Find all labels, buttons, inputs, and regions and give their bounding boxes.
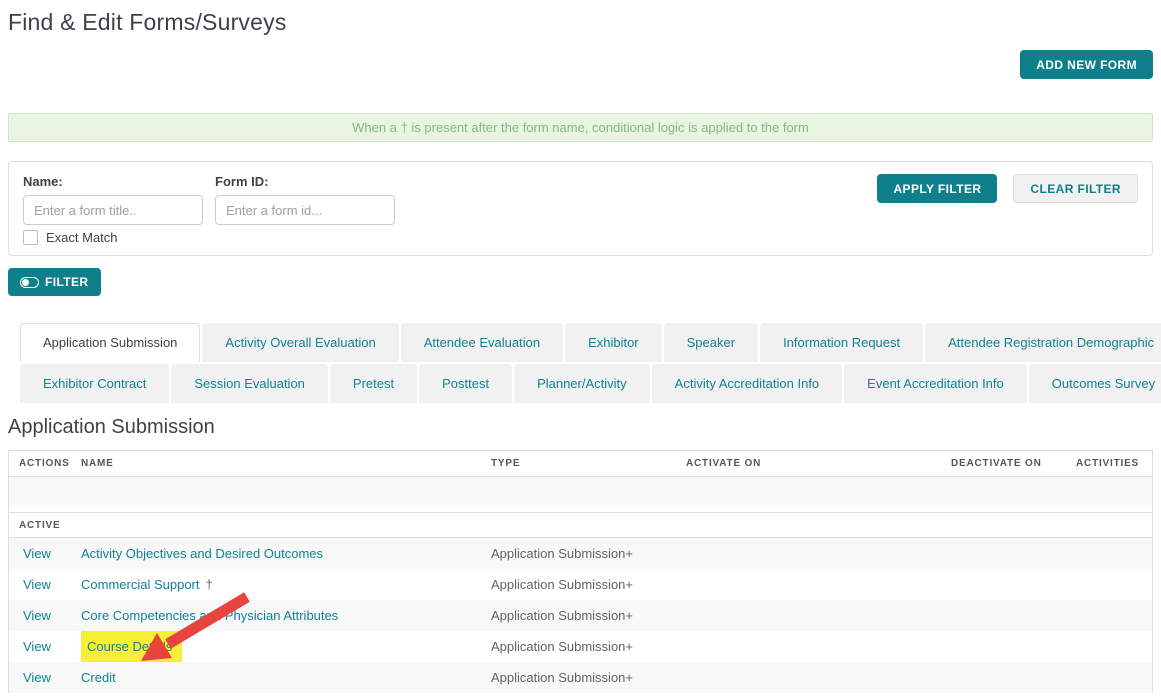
form-name-link[interactable]: Activity Objectives and Desired Outcomes bbox=[81, 546, 324, 561]
form-id-label: Form ID: bbox=[215, 174, 269, 189]
column-header: NAME bbox=[81, 458, 114, 469]
tab-row-2: Exhibitor Contract Session Evaluation Pr… bbox=[20, 364, 1161, 403]
tab[interactable]: Pretest bbox=[329, 364, 418, 403]
table-row: View Course Details Application Submissi… bbox=[9, 631, 1152, 662]
tab[interactable]: Activity Accreditation Info bbox=[651, 364, 843, 403]
form-name-link[interactable]: Credit bbox=[81, 670, 116, 685]
form-name-link[interactable]: Core Competencies and Physician Attribut… bbox=[81, 608, 339, 623]
table-header-row: ACTIONS NAME TYPE ACTIVATE ON DEACTIVATE… bbox=[9, 451, 1152, 477]
exact-match-label: Exact Match bbox=[46, 230, 118, 245]
section-title: Application Submission bbox=[8, 416, 215, 438]
form-type: Application Submission+ bbox=[491, 639, 633, 654]
exact-match-checkbox[interactable] bbox=[23, 230, 38, 245]
view-link[interactable]: View bbox=[23, 546, 51, 561]
table-row: View Core Competencies and Physician Att… bbox=[9, 600, 1152, 631]
form-type: Application Submission+ bbox=[491, 608, 633, 623]
table-row: View Activity Objectives and Desired Out… bbox=[9, 538, 1152, 569]
tab-bar: Application Submission Activity Overall … bbox=[8, 323, 1161, 403]
tab[interactable]: Attendee Registration Demographic bbox=[925, 323, 1161, 362]
group-label: ACTIVE bbox=[19, 519, 61, 531]
form-id-field-group: Form ID: bbox=[215, 174, 395, 245]
tab[interactable]: Attendee Evaluation bbox=[400, 323, 564, 362]
tab-row-1: Application Submission Activity Overall … bbox=[20, 323, 1161, 362]
view-link[interactable]: View bbox=[23, 577, 51, 592]
column-header: ACTIONS bbox=[19, 458, 70, 469]
table-body: View Activity Objectives and Desired Out… bbox=[9, 538, 1152, 693]
tab[interactable]: Planner/Activity bbox=[514, 364, 650, 403]
row-spacer bbox=[9, 505, 1152, 512]
form-name-link[interactable]: Course Details bbox=[81, 631, 183, 662]
name-field-group: Name: Exact Match bbox=[23, 174, 203, 245]
view-link[interactable]: View bbox=[23, 608, 51, 623]
name-input[interactable] bbox=[23, 195, 203, 225]
tab[interactable]: Outcomes Survey bbox=[1028, 364, 1161, 403]
column-header: DEACTIVATE ON bbox=[951, 458, 1042, 469]
column-header: ACTIVITIES bbox=[1076, 458, 1140, 469]
table-row: View Commercial Support † Application Sub… bbox=[9, 569, 1152, 600]
tab[interactable]: Event Accreditation Info bbox=[844, 364, 1027, 403]
tab[interactable]: Application Submission bbox=[20, 323, 201, 362]
form-name-link[interactable]: Commercial Support bbox=[81, 577, 200, 592]
view-link[interactable]: View bbox=[23, 639, 51, 654]
column-header: TYPE bbox=[491, 458, 521, 469]
filter-toggle-button[interactable]: FILTER bbox=[8, 268, 101, 296]
filter-toggle-label: FILTER bbox=[45, 275, 89, 289]
tab[interactable]: Activity Overall Evaluation bbox=[202, 323, 399, 362]
tab[interactable]: Speaker bbox=[663, 323, 759, 362]
tab[interactable]: Exhibitor Contract bbox=[20, 364, 170, 403]
tab[interactable]: Session Evaluation bbox=[171, 364, 328, 403]
group-row-active: ACTIVE bbox=[9, 512, 1152, 538]
tab[interactable]: Posttest bbox=[419, 364, 513, 403]
apply-filter-button[interactable]: APPLY FILTER bbox=[877, 174, 998, 203]
clear-filter-button[interactable]: CLEAR FILTER bbox=[1013, 174, 1138, 203]
column-header: ACTIVATE ON bbox=[686, 458, 762, 469]
filter-panel: Name: Exact Match Form ID: APPLY FILTER … bbox=[8, 161, 1153, 256]
form-type: Application Submission+ bbox=[491, 670, 633, 685]
add-new-form-button[interactable]: ADD NEW FORM bbox=[1020, 50, 1153, 79]
name-label: Name: bbox=[23, 174, 63, 189]
page-title: Find & Edit Forms/Surveys bbox=[8, 9, 287, 35]
empty-row bbox=[9, 477, 1152, 505]
toggle-on-icon bbox=[20, 276, 39, 288]
table-row: View Credit Application Submission+ bbox=[9, 662, 1152, 693]
form-type: Application Submission+ bbox=[491, 546, 633, 561]
forms-table: ACTIONS NAME TYPE ACTIVATE ON DEACTIVATE… bbox=[8, 450, 1153, 693]
tab[interactable]: Information Request bbox=[760, 323, 924, 362]
info-banner: When a † is present after the form name,… bbox=[8, 113, 1153, 142]
form-type: Application Submission+ bbox=[491, 577, 633, 592]
view-link[interactable]: View bbox=[23, 670, 51, 685]
conditional-logic-dagger: † bbox=[205, 577, 213, 592]
tab[interactable]: Exhibitor bbox=[565, 323, 662, 362]
form-id-input[interactable] bbox=[215, 195, 395, 225]
